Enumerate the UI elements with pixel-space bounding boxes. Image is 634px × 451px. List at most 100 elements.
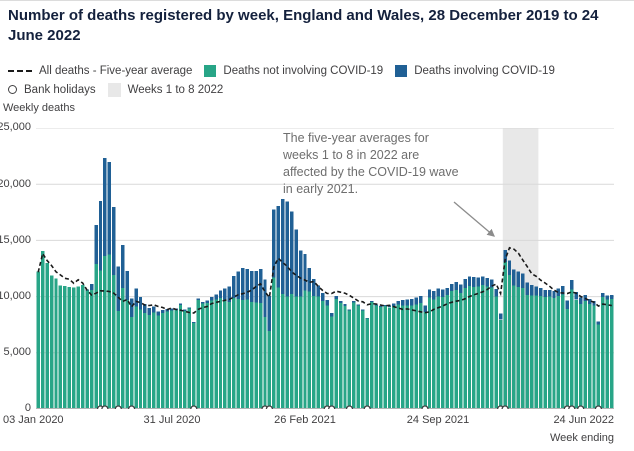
- bar-non-covid: [254, 302, 258, 409]
- legend: All deaths - Five-year average Deaths no…: [8, 61, 555, 99]
- bar-non-covid: [378, 307, 383, 409]
- bar-non-covid: [40, 251, 45, 409]
- bar-non-covid: [236, 299, 241, 409]
- bar-covid: [574, 291, 578, 300]
- bar-covid: [498, 313, 503, 320]
- bar-covid: [329, 313, 334, 317]
- bar-covid: [232, 276, 236, 298]
- bar-covid: [205, 300, 209, 304]
- annotation-arrow-icon: [453, 201, 495, 237]
- bar-non-covid: [494, 296, 498, 409]
- bar-non-covid: [116, 310, 120, 409]
- bar-covid: [414, 297, 418, 305]
- bank-holiday-marker: [114, 405, 122, 409]
- bar-covid: [107, 161, 112, 255]
- bank-holiday-marker: [594, 405, 603, 409]
- bar-covid: [209, 297, 214, 301]
- bar-covid: [596, 321, 601, 325]
- bar-covid: [570, 280, 574, 290]
- bar-non-covid: [556, 296, 561, 409]
- bank-holiday-marker: [363, 405, 371, 409]
- bar-non-covid: [134, 306, 138, 409]
- bar-covid: [147, 308, 152, 315]
- bar-covid: [334, 295, 338, 299]
- bar-non-covid: [476, 286, 481, 409]
- bar-covid: [538, 287, 543, 296]
- bar-covid: [525, 282, 530, 296]
- bar-non-covid: [441, 296, 445, 409]
- bar-non-covid: [338, 303, 343, 409]
- bar-covid: [289, 211, 294, 294]
- bar-non-covid: [107, 254, 112, 409]
- bar-non-covid: [187, 308, 192, 409]
- bar-covid: [89, 283, 94, 290]
- x-tick: 24 Jun 2022: [553, 414, 614, 426]
- bar-covid: [418, 295, 423, 304]
- bar-covid: [183, 309, 187, 312]
- bar-covid: [325, 300, 329, 306]
- bar-non-covid: [209, 300, 214, 409]
- bar-covid: [343, 304, 347, 306]
- bar-covid: [272, 209, 276, 278]
- bar-non-covid: [103, 256, 107, 409]
- legend-row-2: Bank holidays Weeks 1 to 8 2022: [8, 80, 555, 99]
- bar-non-covid: [436, 296, 441, 409]
- bar-covid: [160, 309, 165, 314]
- bar-covid: [392, 303, 396, 306]
- legend-item-covid: Deaths involving COVID-19: [395, 64, 555, 77]
- bar-covid: [387, 305, 392, 308]
- bank-holiday-marker: [345, 405, 354, 409]
- bar-non-covid: [85, 290, 89, 409]
- bar-non-covid: [481, 285, 485, 409]
- annotation-text: The five-year averages for weeks 1 to 8 …: [283, 131, 459, 196]
- bar-non-covid: [387, 307, 392, 409]
- bank-holiday-marker: [577, 405, 585, 409]
- bar-covid: [552, 290, 556, 298]
- bar-non-covid: [369, 301, 374, 409]
- bar-non-covid: [383, 306, 387, 409]
- bar-non-covid: [498, 319, 503, 409]
- bar-covid: [152, 306, 156, 313]
- y-tick: 5,000: [3, 346, 31, 358]
- bank-holiday-marker: [501, 405, 509, 409]
- bar-covid: [338, 300, 343, 304]
- bar-non-covid: [267, 331, 272, 409]
- bar-covid: [507, 260, 512, 275]
- bar-covid: [303, 253, 307, 291]
- bar-non-covid: [174, 310, 178, 409]
- bar-non-covid: [129, 317, 134, 409]
- legend-label-weeks-band: Weeks 1 to 8 2022: [127, 83, 224, 96]
- bar-non-covid: [454, 290, 458, 409]
- bar-non-covid: [401, 305, 405, 409]
- bar-covid: [610, 294, 614, 299]
- bar-covid: [276, 206, 281, 288]
- y-tick: 15,000: [0, 234, 31, 246]
- bar-non-covid: [325, 305, 329, 409]
- x-tick: 03 Jan 2020: [3, 414, 64, 426]
- bar-covid: [321, 293, 325, 302]
- bar-non-covid: [578, 304, 583, 409]
- bar-non-covid: [538, 295, 543, 409]
- bar-non-covid: [303, 290, 307, 409]
- bar-non-covid: [521, 288, 525, 409]
- bar-non-covid: [147, 314, 152, 409]
- bar-covid: [556, 288, 561, 297]
- bar-non-covid: [120, 288, 125, 409]
- x-tick: 24 Sep 2021: [406, 414, 470, 426]
- bar-covid: [494, 288, 498, 297]
- y-tick: 10,000: [0, 290, 31, 302]
- bar-non-covid: [467, 286, 472, 409]
- bar-covid: [458, 284, 463, 293]
- bar-covid: [129, 298, 134, 318]
- bar-non-covid: [512, 285, 516, 409]
- bar-covid: [120, 245, 125, 288]
- bar-covid: [383, 304, 387, 307]
- bank-holiday-marker: [328, 405, 336, 409]
- bar-non-covid: [289, 293, 294, 409]
- bar-non-covid: [343, 305, 347, 409]
- bar-non-covid: [276, 287, 281, 409]
- bar-covid: [369, 301, 374, 302]
- bar-covid: [134, 288, 138, 307]
- bar-covid: [445, 287, 449, 295]
- bar-non-covid: [396, 304, 401, 409]
